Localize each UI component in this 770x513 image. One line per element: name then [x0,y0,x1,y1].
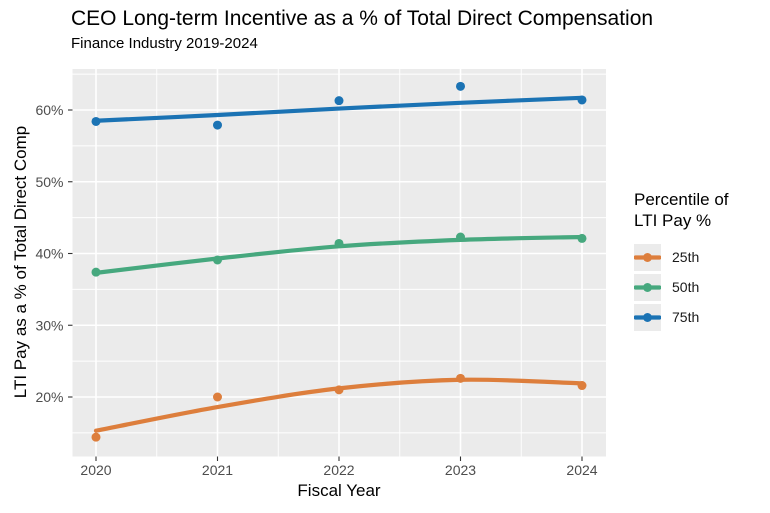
legend-entry-75th: 75th [633,302,729,332]
x-tick-label: 2021 [202,462,233,478]
chart-subtitle: Finance Industry 2019-2024 [71,35,258,52]
data-point-75th [91,116,101,126]
x-axis-title: Fiscal Year [297,481,381,500]
legend-key-icon-25th [633,243,662,271]
y-tick-label: 30% [35,317,63,333]
legend: Percentile of LTI Pay % 25th 50th 75th [633,189,729,332]
legend-entries: 25th 50th 75th [633,242,729,332]
data-point-75th [334,96,344,106]
data-point-25th [91,432,101,442]
legend-entry-50th: 50th [633,272,729,302]
data-point-25th [456,373,465,383]
y-tick-label: 20% [35,389,63,405]
data-point-50th [577,233,587,243]
legend-title-line2: LTI Pay % [634,211,712,230]
legend-key-icon-50th [633,273,662,301]
legend-label-25th: 25th [672,249,700,265]
data-point-25th [334,385,344,395]
data-point-75th [577,95,587,105]
y-tick-label: 40% [35,246,63,262]
legend-label-50th: 50th [672,279,700,295]
data-point-25th [213,392,222,402]
data-point-75th [213,120,222,130]
x-tick-label: 2022 [323,462,354,478]
trend-line-75th [93,95,585,123]
data-point-50th [456,232,465,242]
legend-title-line1: Percentile of [634,190,729,209]
data-point-75th [456,81,465,91]
legend-entry-25th: 25th [633,242,729,272]
legend-title: Percentile of LTI Pay % [634,189,729,231]
y-axis-title: LTI Pay as a % of Total Direct Comp [11,125,30,399]
chart-title: CEO Long-term Incentive as a % of Total … [71,7,654,30]
data-point-50th [91,267,101,277]
data-point-50th [213,255,222,265]
data-point-25th [577,381,587,391]
x-tick-label: 2023 [445,462,476,478]
data-point-50th [334,238,344,248]
legend-key-icon-75th [633,303,662,331]
y-tick-label: 50% [35,174,63,190]
legend-label-75th: 75th [672,309,700,325]
x-tick-label: 2024 [566,462,597,478]
y-tick-label: 60% [35,102,63,118]
x-tick-label: 2020 [80,462,111,478]
